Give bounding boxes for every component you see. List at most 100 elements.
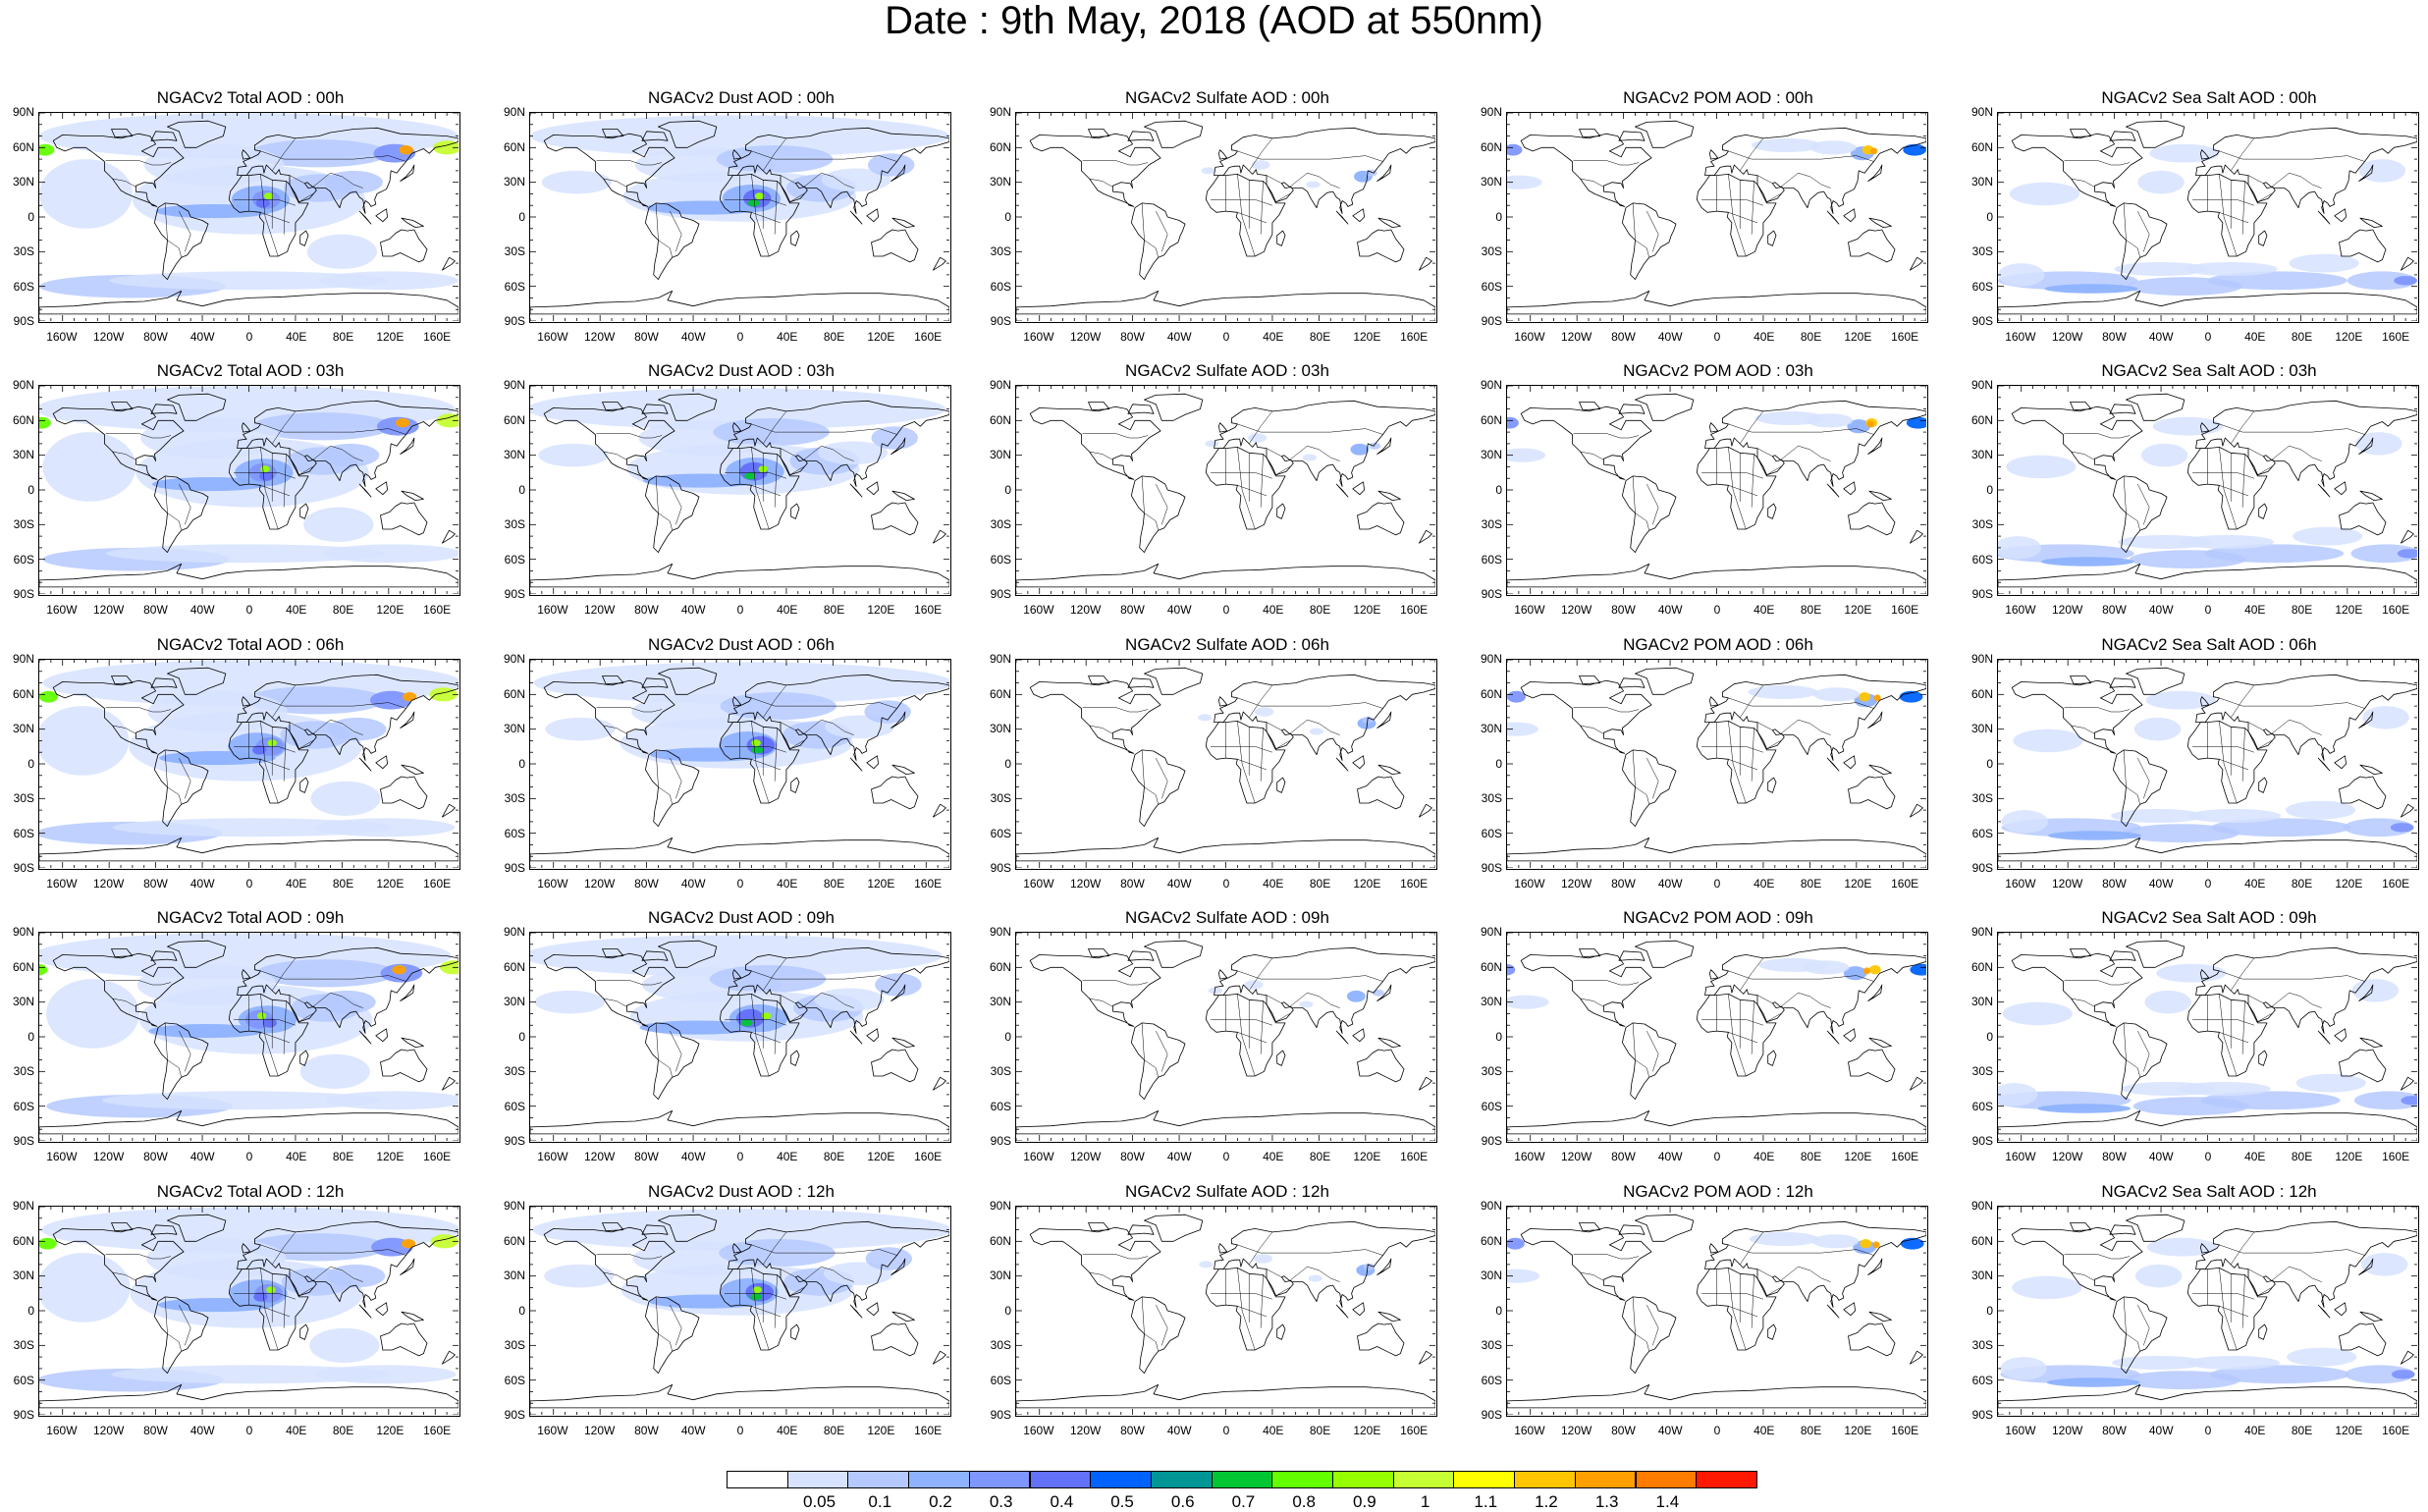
coastline xyxy=(890,984,906,1001)
colorbar-swatch xyxy=(1029,1471,1092,1488)
lon-label: 80W xyxy=(1611,1424,1636,1437)
map-frame xyxy=(1997,385,2419,596)
lon-label: 120E xyxy=(2335,330,2363,344)
coastline xyxy=(1767,1050,1777,1066)
lon-label: 80W xyxy=(143,1150,168,1163)
lon-label: 80E xyxy=(332,1150,354,1163)
coastline xyxy=(380,776,428,810)
coastline xyxy=(358,210,372,225)
coastline xyxy=(849,757,863,772)
country-border xyxy=(2064,980,2131,986)
coastline xyxy=(2400,1350,2414,1365)
country-border xyxy=(2241,454,2245,508)
country-border xyxy=(2219,423,2365,435)
lon-label: 40W xyxy=(1657,877,1683,891)
country-border xyxy=(1766,193,1781,202)
lon-label: 0 xyxy=(1713,877,1721,891)
lat-label: 0 xyxy=(518,756,525,771)
coastline xyxy=(1704,400,1926,487)
coastline xyxy=(1357,1323,1405,1357)
lat-label: 0 xyxy=(1986,482,1993,497)
country-border xyxy=(105,980,172,986)
lat-label: 60S xyxy=(13,1373,34,1387)
aod-patch xyxy=(2401,1096,2417,1106)
aod-map xyxy=(1998,113,2417,321)
colorbar-label: 1.4 xyxy=(1655,1492,1680,1511)
country-border xyxy=(298,1287,313,1296)
aod-patch xyxy=(2006,455,2077,479)
coastlines xyxy=(1998,667,2417,862)
country-border xyxy=(271,137,297,172)
lat-label: 90S xyxy=(504,1408,525,1422)
lon-label: 120E xyxy=(376,603,405,617)
coastline xyxy=(719,1268,800,1351)
lon-label: 0 xyxy=(2204,877,2212,891)
coastline xyxy=(1352,755,1366,770)
lon-label: 120E xyxy=(1353,1150,1381,1163)
country-border xyxy=(1756,175,1773,185)
aod-map xyxy=(1507,660,1926,868)
coastline xyxy=(375,1302,389,1317)
map-panel-dust-12h: NGACv2 Dust AOD : 12h 90N 60N 30N 0 30S 60S 90S… xyxy=(496,1182,987,1447)
country-border xyxy=(2230,1231,2255,1266)
country-border xyxy=(803,172,854,189)
lon-label: 0 xyxy=(1713,1424,1721,1437)
coastline xyxy=(1205,1268,1286,1351)
lon-label: 160E xyxy=(2382,603,2410,617)
aod-patch xyxy=(1910,963,1926,976)
coastline xyxy=(2317,1304,2331,1319)
lat-label: 90S xyxy=(13,314,34,328)
coastline xyxy=(237,1220,459,1308)
coastline xyxy=(1708,696,1719,707)
lat-label: 30N xyxy=(989,175,1011,189)
country-border xyxy=(751,447,770,530)
colorbar-label: 0.7 xyxy=(1231,1492,1256,1511)
lon-label: 40E xyxy=(286,1150,307,1163)
country-border xyxy=(1728,447,1747,530)
country-border xyxy=(289,995,305,1004)
country-border xyxy=(1237,1244,1383,1256)
lat-label: 30N xyxy=(503,1269,525,1282)
panel-title: NGACv2 Sulfate AOD : 06h xyxy=(1125,635,1329,654)
coastline xyxy=(658,120,718,148)
coastline xyxy=(2339,1049,2387,1083)
coastline xyxy=(1696,447,1777,530)
country-border xyxy=(1289,172,1340,189)
aod-patch xyxy=(2040,557,2134,567)
country-border xyxy=(774,181,778,235)
aod-patch xyxy=(2211,818,2351,837)
lon-label: 40E xyxy=(286,330,307,344)
lat-label: 30N xyxy=(12,175,34,189)
lon-label: 120W xyxy=(583,1150,616,1163)
coastline xyxy=(1127,950,1155,961)
coastline xyxy=(380,229,428,263)
country-border xyxy=(1237,423,1383,435)
colorbar-swatch xyxy=(1332,1471,1394,1488)
coastline xyxy=(2400,1076,2414,1091)
country-border xyxy=(1573,160,1640,166)
coastline xyxy=(375,208,389,223)
lat-label: 90N xyxy=(503,105,525,119)
country-border xyxy=(2271,1266,2322,1282)
lat-label: 0 xyxy=(1495,1303,1502,1318)
country-border xyxy=(725,199,786,206)
coastline xyxy=(2334,481,2347,496)
coastline xyxy=(1622,1022,1677,1101)
lon-label: 40E xyxy=(2244,877,2266,891)
coastline xyxy=(1088,402,1110,411)
lon-label: 80W xyxy=(1120,1424,1145,1437)
aod-patch xyxy=(2146,1237,2217,1257)
coastline xyxy=(1016,837,1435,862)
country-border xyxy=(1751,454,1754,508)
map-panel-seasalt-00h: NGACv2 Sea Salt AOD : 00h 90N 60N 30N 0 30S 60… xyxy=(1964,88,2428,353)
lon-label: 80E xyxy=(823,877,845,891)
aod-patch xyxy=(39,963,48,976)
lon-label: 80W xyxy=(634,1424,659,1437)
map-panel-sulfate-00h: NGACv2 Sulfate AOD : 00h 90N 60N 30N 0 30S 60S… xyxy=(982,88,1473,353)
aod-patch xyxy=(2361,1253,2408,1276)
aod-map xyxy=(1507,113,1926,321)
coastline xyxy=(400,164,415,182)
lon-label: 40W xyxy=(189,1424,215,1437)
aod-patch xyxy=(259,471,274,481)
aod-patch xyxy=(252,412,393,441)
